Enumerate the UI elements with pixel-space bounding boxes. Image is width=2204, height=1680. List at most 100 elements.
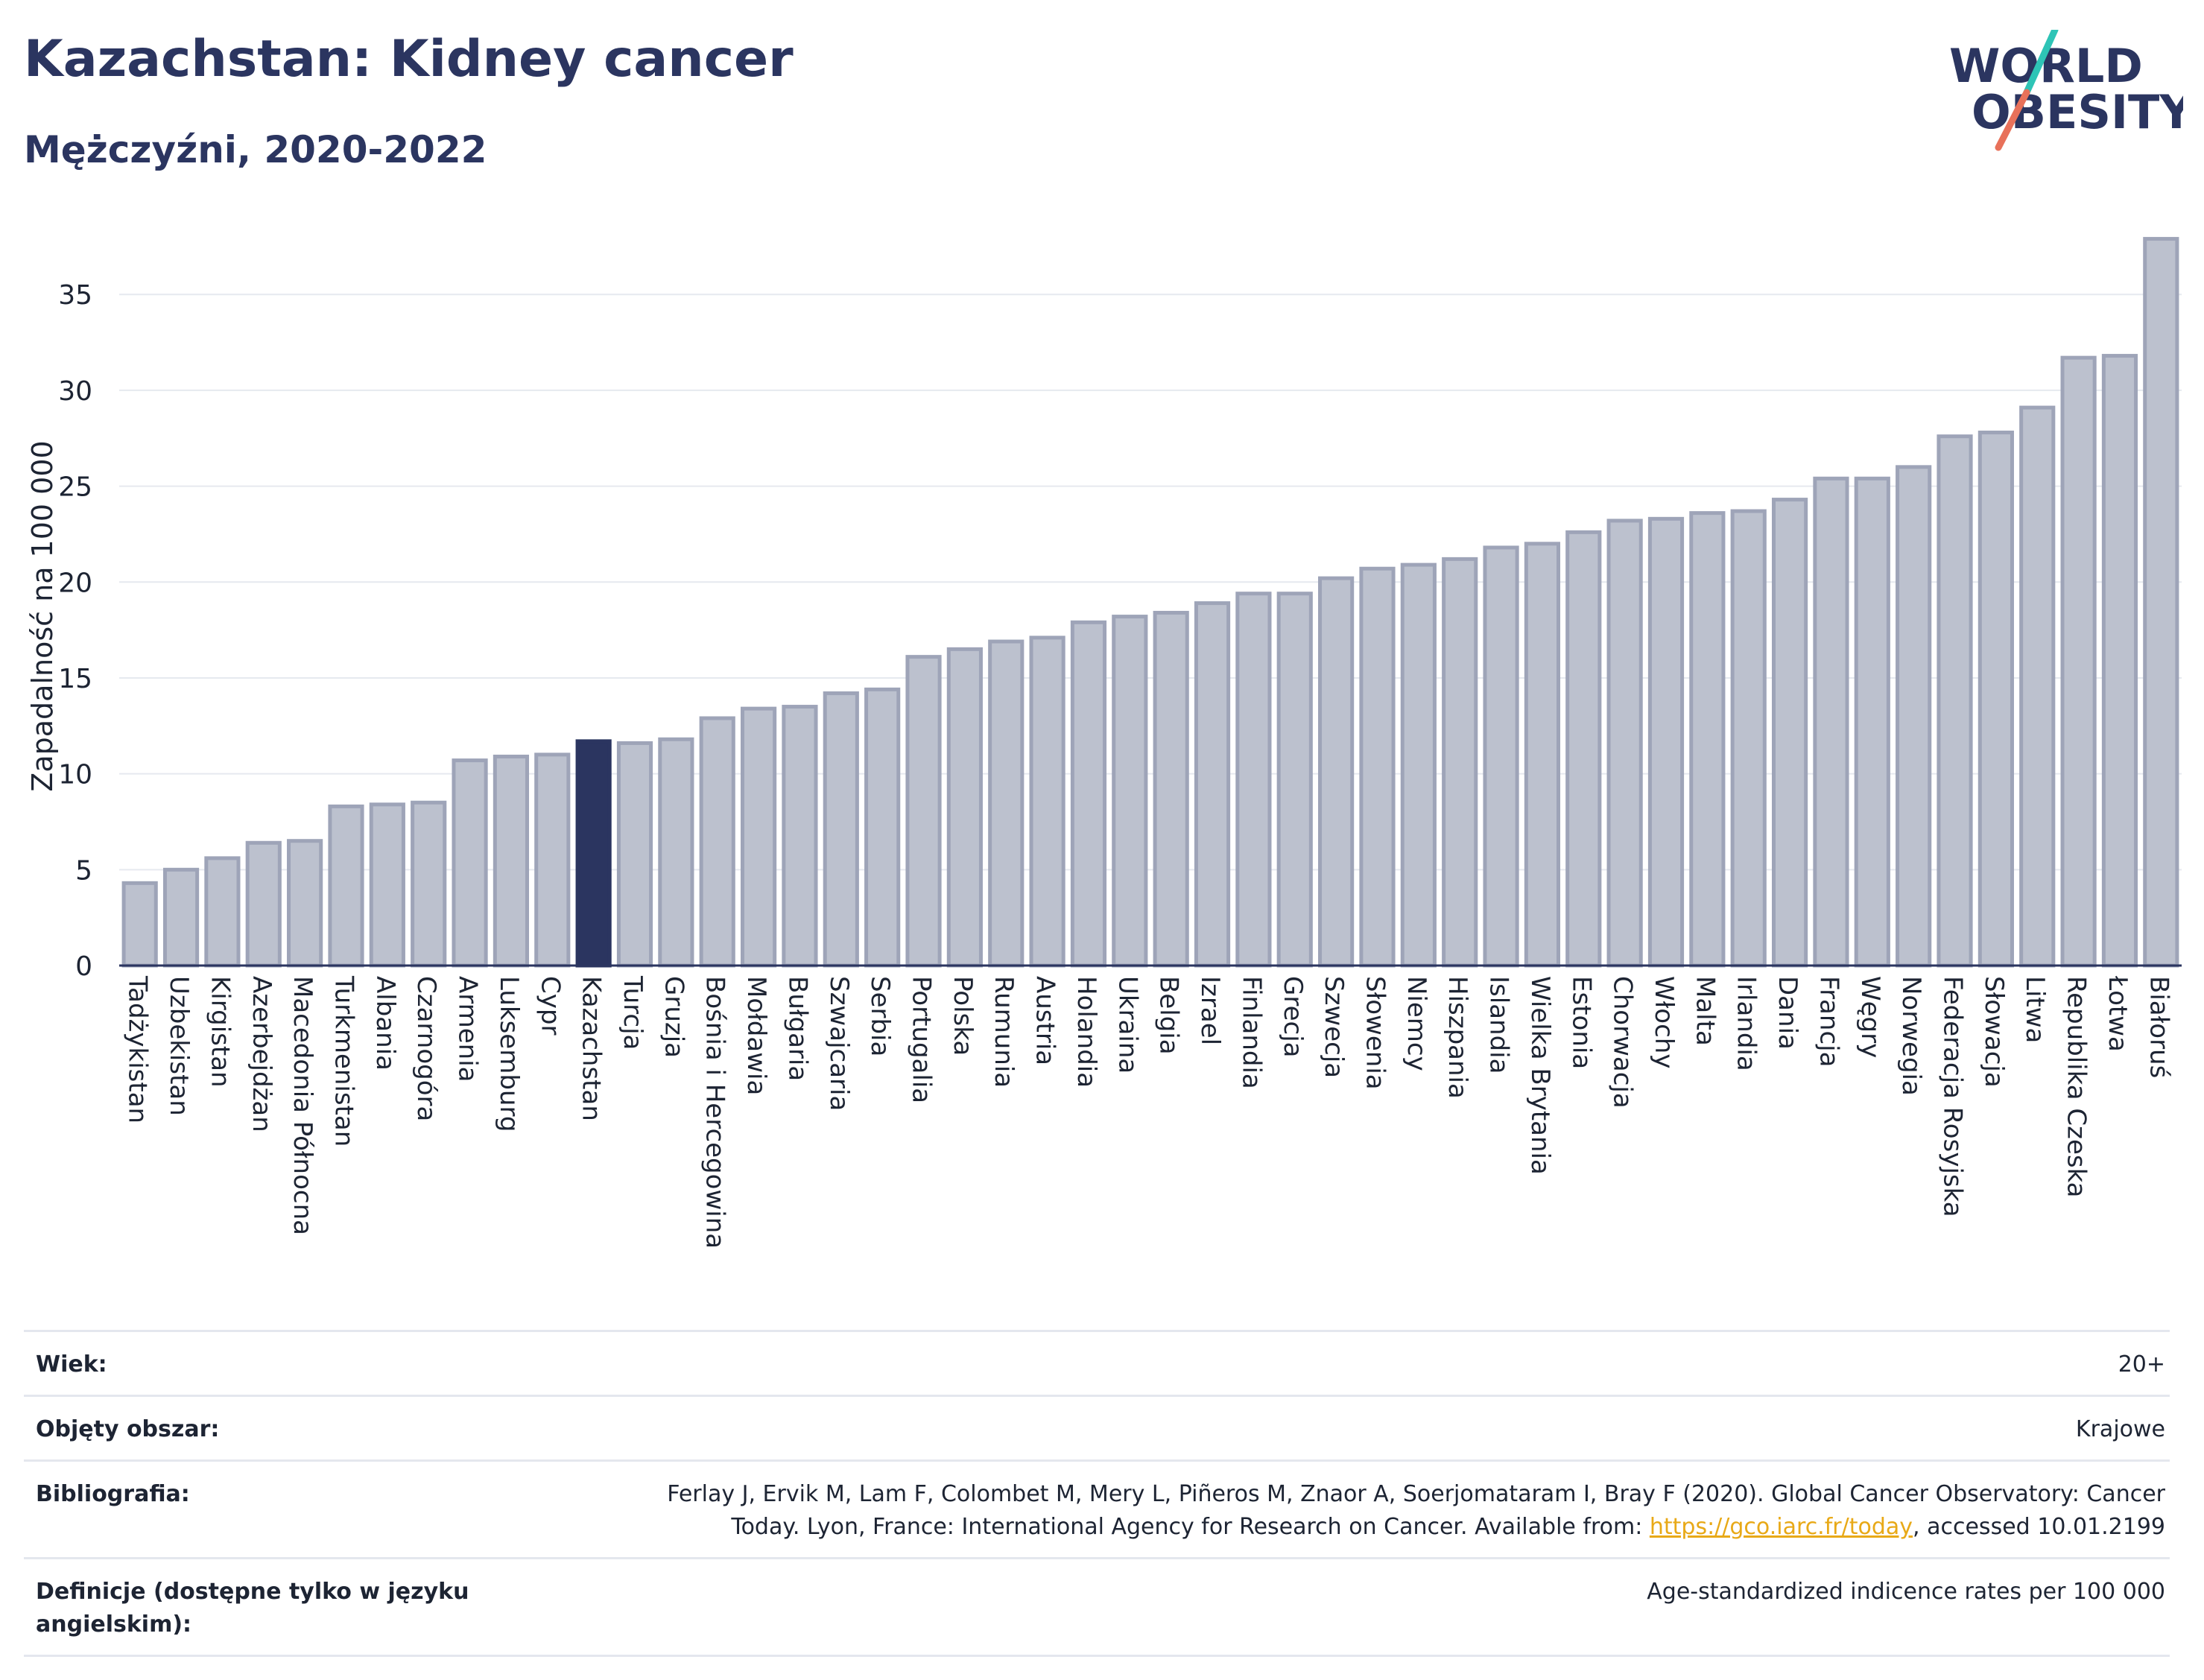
x-tick-label: Ukraina — [1112, 976, 1142, 1074]
bar — [121, 881, 158, 968]
bar — [1896, 465, 1932, 968]
x-tick-label: Armenia — [453, 976, 483, 1083]
x-tick-label: Szwajcaria — [824, 976, 854, 1111]
bar-chart: 0 5 10 15 20 25 30 35 Tadżykistan Uzbekistan Kirg… — [26, 237, 2182, 1249]
bar — [1565, 530, 1602, 968]
bar — [204, 856, 241, 968]
x-tick-label: Norwegia — [1896, 976, 1926, 1096]
y-tick-label: 35 — [58, 280, 92, 311]
y-tick-labels: 0 5 10 15 20 25 30 35 — [58, 280, 92, 982]
bar — [905, 655, 942, 968]
meta-row-age: Wiek: 20+ — [24, 1330, 2170, 1395]
x-tick-label: Białoruś — [2144, 976, 2173, 1078]
bar — [1276, 592, 1313, 968]
bar — [2019, 405, 2056, 968]
meta-def-value: Age-standardized indicence rates per 100… — [1647, 1579, 2165, 1605]
bar — [1771, 498, 1808, 968]
bar — [534, 752, 571, 968]
bar — [1235, 592, 1272, 968]
meta-age-label: Wiek: — [36, 1351, 107, 1378]
y-tick-label: 15 — [58, 664, 92, 694]
bar — [162, 867, 200, 968]
x-tick-label: Słowacja — [1979, 976, 2009, 1088]
x-tick-label: Kirgistan — [205, 976, 235, 1088]
x-tick-label: Francja — [1814, 976, 1843, 1067]
x-tick-label: Włochy — [1649, 976, 1679, 1068]
x-tick-label: Kazachstan — [577, 976, 607, 1121]
x-tick-label: Bułgaria — [782, 976, 812, 1081]
x-tick-label: Hiszpania — [1443, 976, 1472, 1099]
x-tick-label: Grecja — [1278, 976, 1308, 1057]
bar — [1029, 635, 1065, 968]
meta-row-area: Objęty obszar: Krajowe — [24, 1395, 2170, 1459]
x-tick-label: Austria — [1030, 976, 1060, 1065]
y-axis-label: Zapadalność na 100 000 — [26, 440, 59, 791]
meta-biblio-text3: , accessed 10.01.2199 — [1913, 1514, 2165, 1540]
bar — [452, 758, 488, 968]
x-tick-label: Dania — [1773, 976, 1802, 1050]
bar — [1730, 509, 1767, 968]
bar — [1937, 434, 1973, 968]
y-tick-label: 30 — [58, 376, 92, 407]
x-tick-label: Luksemburg — [494, 976, 524, 1132]
meta-area-label: Objęty obszar: — [36, 1416, 220, 1442]
bar — [1813, 476, 1849, 968]
x-tick-label: Macedonia Północna — [288, 976, 317, 1235]
x-tick-label: Cypr — [535, 976, 565, 1035]
bar — [782, 705, 818, 968]
world-obesity-logo: WORLD OBESITY — [1949, 30, 2183, 151]
x-tick-label: Węgry — [1855, 976, 1885, 1058]
bar — [1112, 615, 1148, 968]
x-tick-label: Finlandia — [1236, 976, 1266, 1089]
x-tick-label: Niemcy — [1402, 976, 1431, 1071]
bar — [823, 691, 859, 968]
metadata-table: Wiek: 20+ Objęty obszar: Krajowe Bibliog… — [24, 1330, 2170, 1657]
bar — [1854, 476, 1890, 968]
meta-def-label: Definicje (dostępne tylko w języku angie… — [36, 1579, 469, 1638]
bar — [1647, 516, 1685, 968]
x-tick-label: Rumunia — [989, 976, 1019, 1088]
bar — [575, 739, 612, 968]
x-tick-label: Wielka Brytania — [1525, 976, 1555, 1175]
bars — [121, 237, 2179, 968]
x-tick-label: Czarnogóra — [411, 976, 441, 1121]
x-tick-label: Holandia — [1071, 976, 1101, 1088]
x-tick-label: Mołdawia — [741, 976, 771, 1095]
y-tick-label: 20 — [58, 568, 92, 598]
bar — [1194, 601, 1231, 968]
chart-title: Kazachstan: Kidney cancer — [24, 30, 794, 89]
x-tick-label: Tadżykistan — [123, 975, 153, 1123]
meta-biblio-value: Ferlay J, Ervik M, Lam F, Colombet M, Me… — [526, 1478, 2170, 1544]
x-tick-label: Polska — [948, 976, 978, 1056]
x-tick-label: Bośnia i Hercegowina — [700, 976, 730, 1249]
bar — [1070, 620, 1107, 968]
bar — [328, 804, 364, 968]
x-tick-label: Serbia — [865, 976, 895, 1056]
x-tick-label: Szwecja — [1319, 976, 1349, 1078]
y-tick-label: 10 — [58, 760, 92, 790]
x-tick-label: Litwa — [2020, 976, 2050, 1043]
x-tick-label: Irlandia — [1732, 976, 1761, 1071]
meta-age-value: 20+ — [2118, 1351, 2165, 1378]
bar — [1359, 566, 1396, 968]
bar — [946, 647, 983, 968]
x-tick-labels: Tadżykistan Uzbekistan Kirgistan Azerbejdża… — [123, 975, 2174, 1249]
meta-area-value: Krajowe — [2075, 1416, 2165, 1442]
bar — [1318, 576, 1355, 968]
bar — [988, 639, 1025, 968]
bar — [1977, 431, 2014, 968]
x-tick-label: Federacja Rosyjska — [1938, 976, 1968, 1217]
bar — [616, 741, 653, 968]
meta-biblio-link[interactable]: https://gco.iarc.fr/today — [1649, 1514, 1913, 1540]
bar — [1483, 545, 1519, 968]
x-tick-label: Turkmenistan — [329, 975, 358, 1147]
bar — [2101, 354, 2138, 968]
chart-subtitle: Mężczyźni, 2020-2022 — [24, 128, 487, 171]
bar — [2060, 355, 2097, 968]
x-tick-label: Republika Czeska — [2062, 976, 2091, 1198]
meta-row-definitions: Definicje (dostępne tylko w języku angie… — [24, 1557, 2170, 1657]
bar — [699, 716, 735, 968]
x-tick-label: Turcja — [618, 975, 647, 1050]
bar — [1153, 610, 1189, 968]
x-tick-label: Islandia — [1484, 976, 1514, 1074]
